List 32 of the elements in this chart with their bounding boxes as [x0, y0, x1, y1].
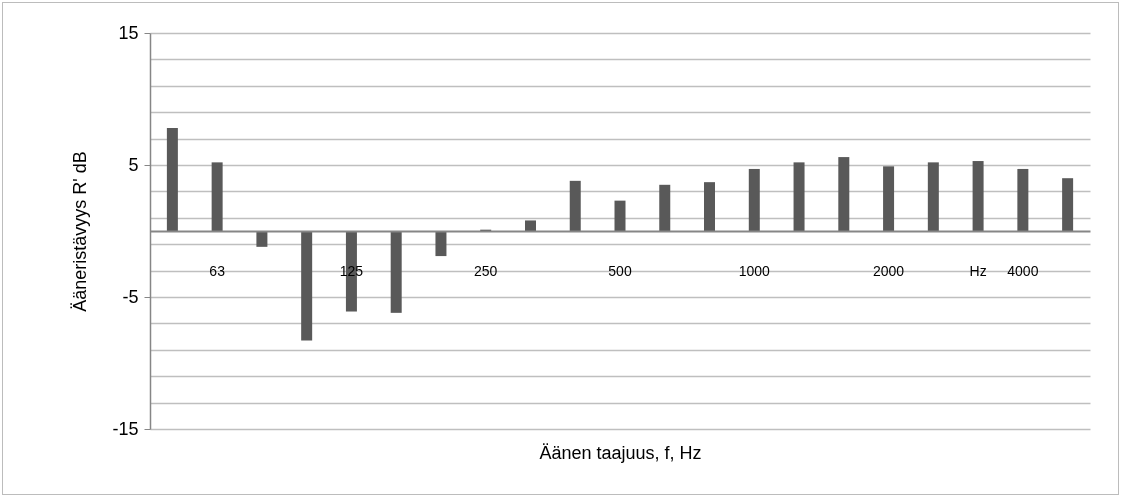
bar [166, 128, 178, 231]
y-tick-label: 5 [128, 154, 139, 175]
bar [211, 162, 223, 231]
x-tick-label: Hz [969, 262, 987, 279]
bar [748, 168, 760, 231]
y-tick-label: -5 [122, 286, 139, 307]
bar [301, 231, 313, 341]
x-tick-label: 2000 [872, 262, 905, 279]
y-tick-label: 15 [118, 22, 139, 43]
bar [704, 182, 716, 231]
bar [614, 200, 626, 231]
x-axis-title: Äänen taajuus, f, Hz [539, 442, 702, 463]
bar [972, 161, 984, 231]
x-tick-label: 500 [608, 262, 632, 279]
bar [838, 157, 850, 231]
bar [659, 184, 671, 231]
x-tick-label: 1000 [738, 262, 771, 279]
x-tick-label: 125 [339, 262, 364, 279]
x-tick-label: 63 [209, 262, 226, 279]
bar [524, 220, 536, 231]
bar [1017, 168, 1029, 231]
y-tick-label: -15 [112, 418, 139, 439]
bar [927, 162, 939, 231]
bar [1062, 178, 1074, 231]
bar [390, 231, 402, 313]
bar [569, 180, 581, 231]
bar [793, 162, 805, 231]
bar [883, 166, 895, 231]
x-tick-label: 250 [474, 262, 498, 279]
bar [435, 231, 447, 257]
x-tick-label: 4000 [1007, 262, 1039, 279]
y-axis-title: Ääneristävyys R' dB [70, 151, 91, 312]
